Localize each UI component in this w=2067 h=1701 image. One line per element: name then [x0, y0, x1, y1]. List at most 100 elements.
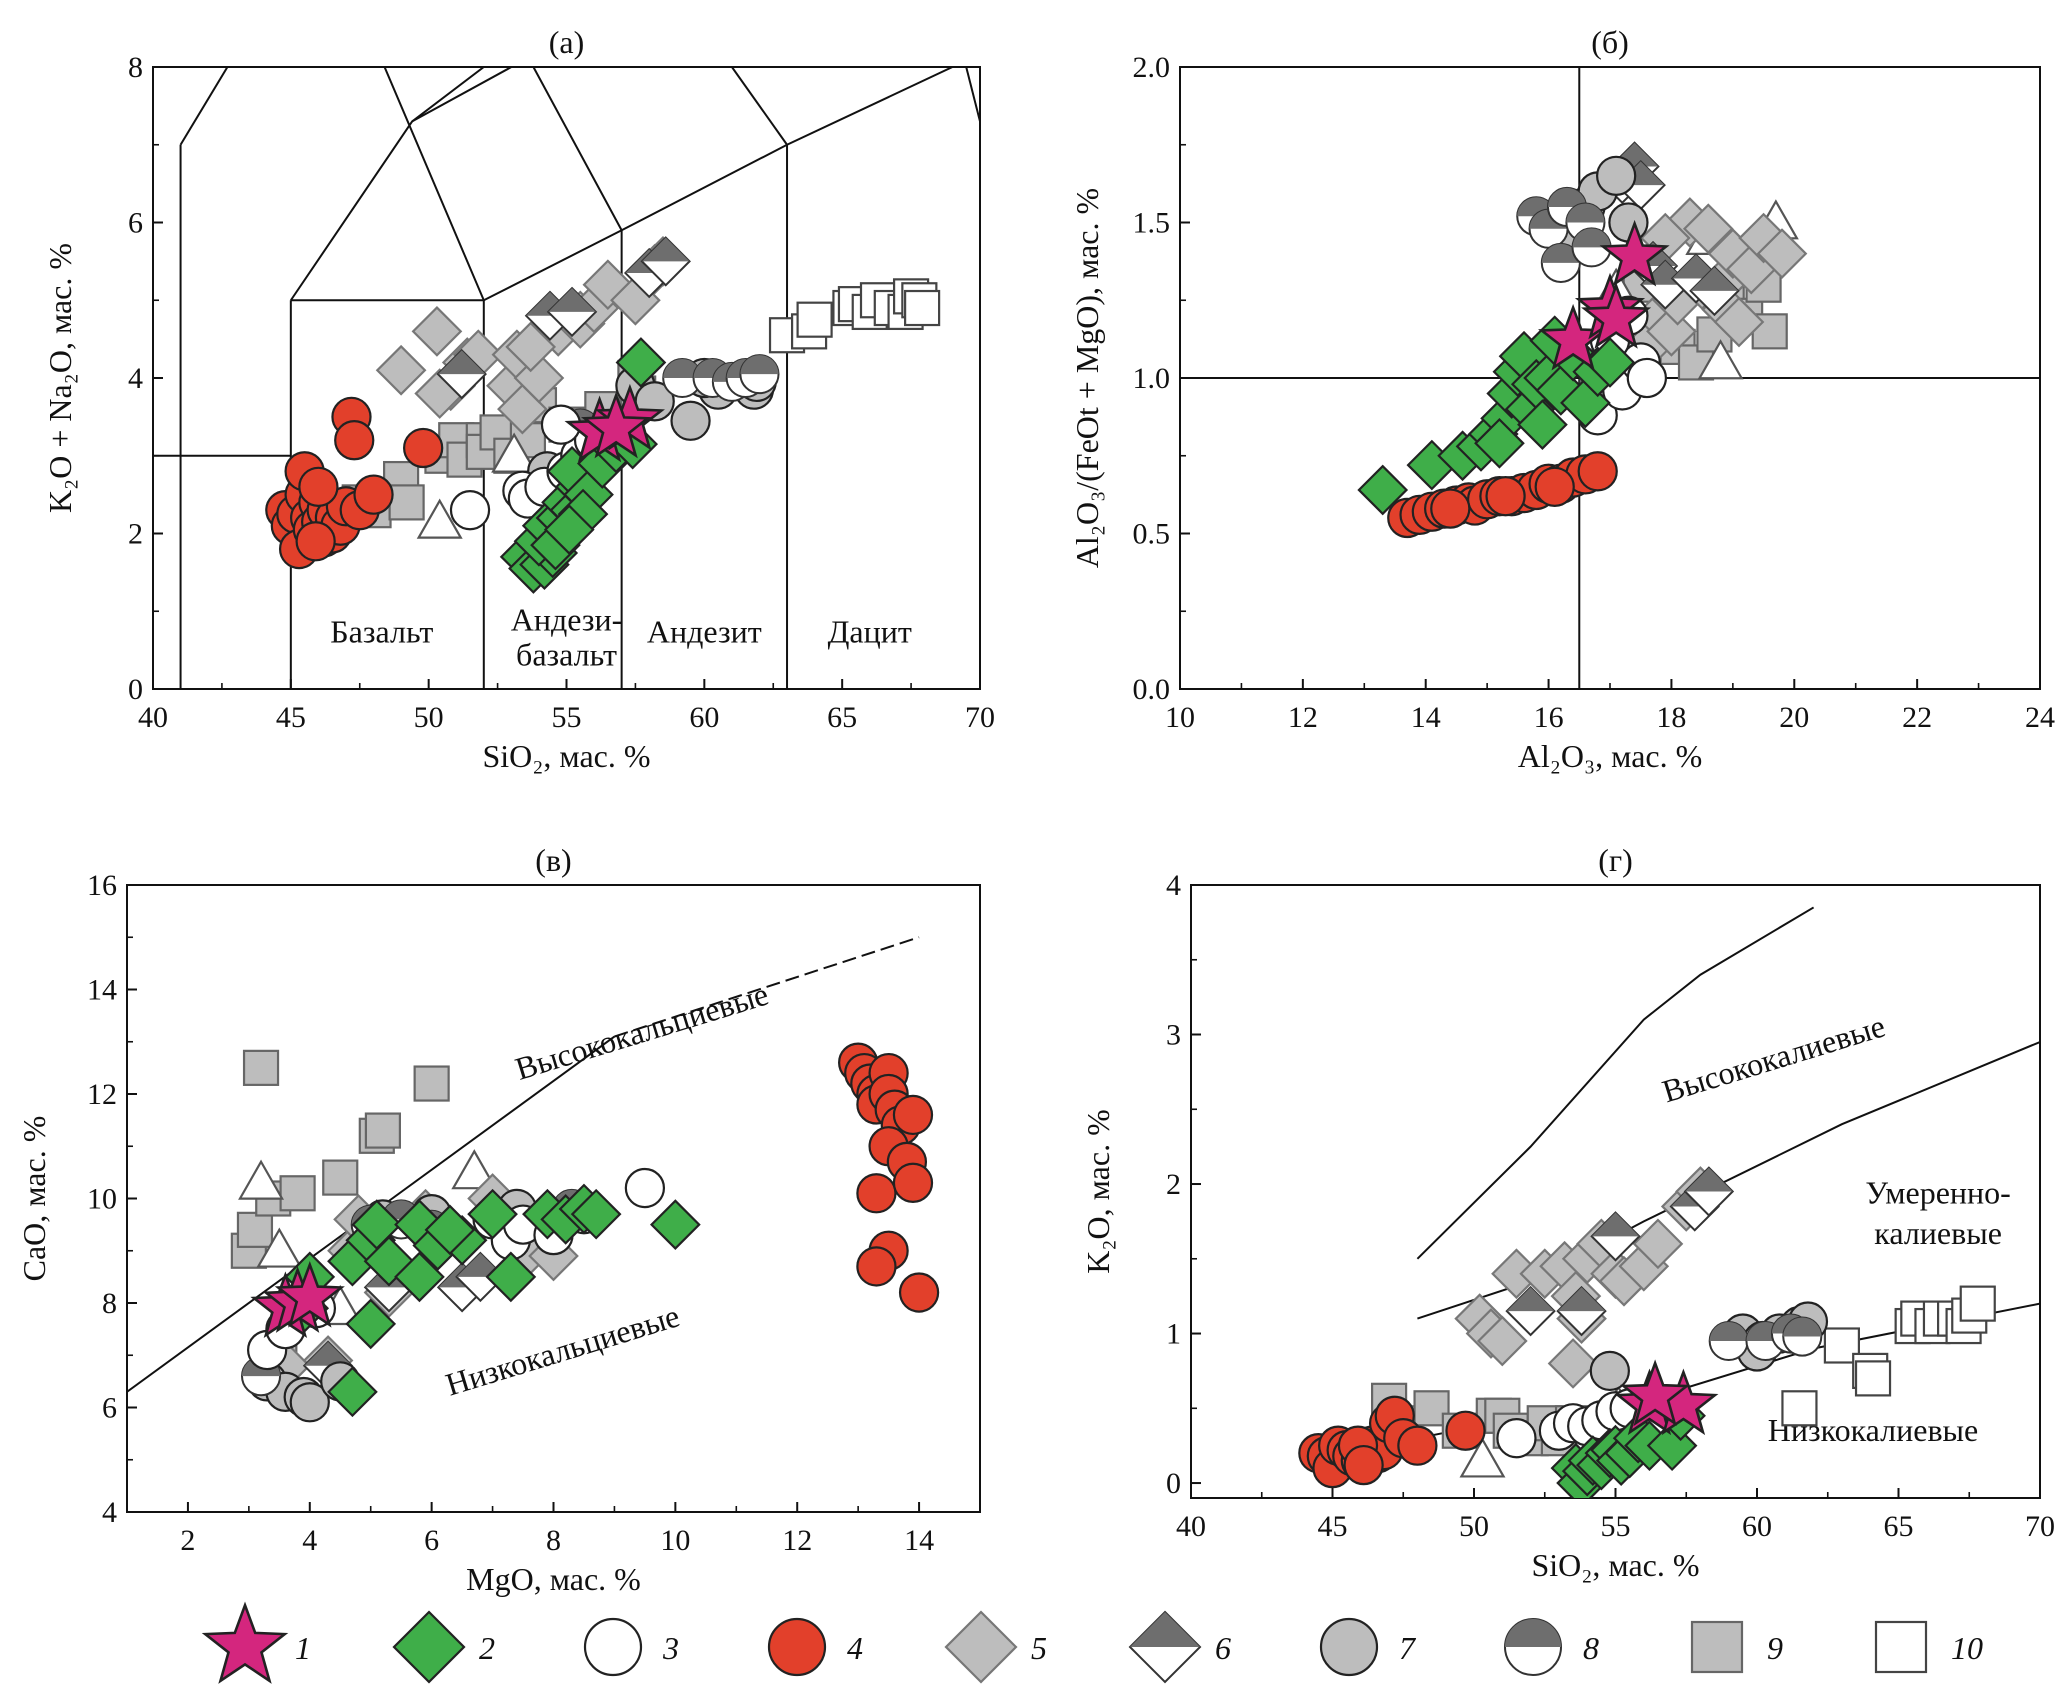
series-8 [1708, 1313, 1823, 1362]
data-point [1540, 242, 1581, 283]
y-axis-label: K₂O, мас. % [1080, 1109, 1116, 1273]
field-boundary [532, 67, 623, 231]
field-boundary [483, 67, 953, 302]
x-tick-label: 65 [827, 701, 857, 734]
y-tick-label: 0.5 [1133, 518, 1171, 551]
data-point [856, 1173, 897, 1214]
legend-item-3: 3 [583, 1617, 679, 1677]
data-point [1959, 1285, 1996, 1322]
data-point [615, 337, 667, 388]
data-point [353, 474, 394, 515]
field-boundary [290, 67, 485, 301]
field-boundary [731, 67, 788, 146]
legend-symbol [767, 1617, 827, 1677]
x-tick-label: 14 [1411, 701, 1441, 734]
series-3 [1496, 1388, 1650, 1459]
x-tick-label: 45 [1318, 1510, 1348, 1543]
x-tick-label: 12 [1288, 701, 1318, 734]
field-boundary [1416, 906, 1815, 1260]
x-axis-label: Al₂O₃, мас. % [1518, 738, 1703, 774]
legend-label: 10 [1951, 1630, 1983, 1666]
data-point [236, 1211, 274, 1248]
x-tick-label: 4 [302, 1524, 317, 1557]
x-axis-label: SiO₂, мас. % [1531, 1547, 1699, 1583]
field-boundary [411, 67, 512, 123]
y-tick-label: 4 [1166, 869, 1181, 902]
series-4 [1298, 1395, 1486, 1489]
x-tick-label: 22 [1902, 701, 1932, 734]
field-label: Базальт [330, 613, 433, 649]
data-point [1343, 1444, 1384, 1486]
series-10t [416, 432, 538, 539]
y-tick-label: 12 [87, 1078, 117, 1111]
series-2 [1550, 1390, 1706, 1498]
data-point [1496, 1418, 1537, 1459]
legend-item-9: 9 [1690, 1620, 1783, 1674]
x-tick-label: 40 [138, 701, 168, 734]
y-tick-label: 2 [128, 518, 143, 551]
field-boundary-dashed [614, 936, 920, 1038]
legend-label: 7 [1399, 1630, 1417, 1666]
data-point [581, 391, 652, 459]
y-tick-label: 4 [102, 1496, 117, 1529]
y-tick-label: 6 [102, 1392, 117, 1425]
panel-title: (г) [1598, 842, 1632, 878]
data-point [1547, 1338, 1599, 1389]
legend-label: 6 [1215, 1630, 1231, 1666]
data-point [546, 286, 598, 338]
x-tick-label: 20 [1779, 701, 1809, 734]
data-point [1632, 1218, 1684, 1270]
series-4 [1387, 451, 1618, 539]
field-label: Андези- [511, 602, 623, 638]
field-boundary [965, 67, 980, 122]
data-point [904, 289, 941, 327]
y-tick-label: 14 [87, 974, 117, 1007]
data-point [892, 1162, 934, 1203]
legend-item-4: 4 [767, 1617, 863, 1677]
y-tick-label: 1.0 [1133, 362, 1171, 395]
data-point [295, 521, 336, 562]
series-4 [265, 396, 444, 570]
data-point [796, 301, 833, 338]
legend-label: 3 [662, 1630, 679, 1666]
panel-3: 2 4 6 8 10 12 14 4 6 8 10 12 14 16 (в) MgO, мас. % CaO, … [16, 842, 981, 1597]
data-point [413, 1065, 450, 1102]
data-point [334, 420, 375, 461]
legend-label: 5 [1031, 1630, 1047, 1666]
data-point [279, 1175, 316, 1212]
legend-item-6: 6 [1128, 1610, 1231, 1684]
data-point [513, 352, 565, 404]
y-tick-label: 3 [1166, 1019, 1181, 1052]
x-axis-label: MgO, мас. % [466, 1561, 641, 1597]
legend-item-10: 10 [1874, 1620, 1983, 1674]
data-point [570, 1188, 622, 1240]
data-point [1599, 219, 1670, 287]
data-point [403, 427, 444, 469]
data-point [1357, 464, 1409, 516]
field-label: Высококальциевые [511, 976, 772, 1087]
legend-label: 2 [479, 1630, 495, 1666]
x-tick-label: 14 [904, 1524, 934, 1557]
data-point [345, 1298, 397, 1350]
y-tick-label: 1.5 [1133, 207, 1171, 240]
data-point [1738, 212, 1789, 264]
series-4 [838, 1042, 940, 1313]
panel-4: 40 45 50 55 60 65 70 0 1 2 3 4 (г) SiO₂, мас. % K₂O, м… [1080, 842, 2055, 1583]
data-point [892, 1094, 934, 1136]
x-axis-label: SiO₂, мас. % [482, 738, 650, 774]
data-point [451, 1149, 498, 1190]
series-2 [1357, 315, 1636, 516]
legend-item-8: 8 [1504, 1618, 1599, 1676]
data-point [1589, 1350, 1630, 1392]
legend-symbol [1128, 1610, 1202, 1684]
data-point [1397, 1425, 1438, 1466]
data-point [256, 1227, 303, 1268]
legend-symbol [1690, 1620, 1744, 1674]
y-tick-label: 1 [1166, 1318, 1181, 1351]
data-point [1474, 417, 1525, 469]
data-point [1697, 339, 1744, 380]
data-point [242, 1049, 280, 1086]
legend-label: 4 [847, 1630, 863, 1666]
x-tick-label: 55 [1601, 1510, 1631, 1543]
data-point [327, 1366, 378, 1418]
